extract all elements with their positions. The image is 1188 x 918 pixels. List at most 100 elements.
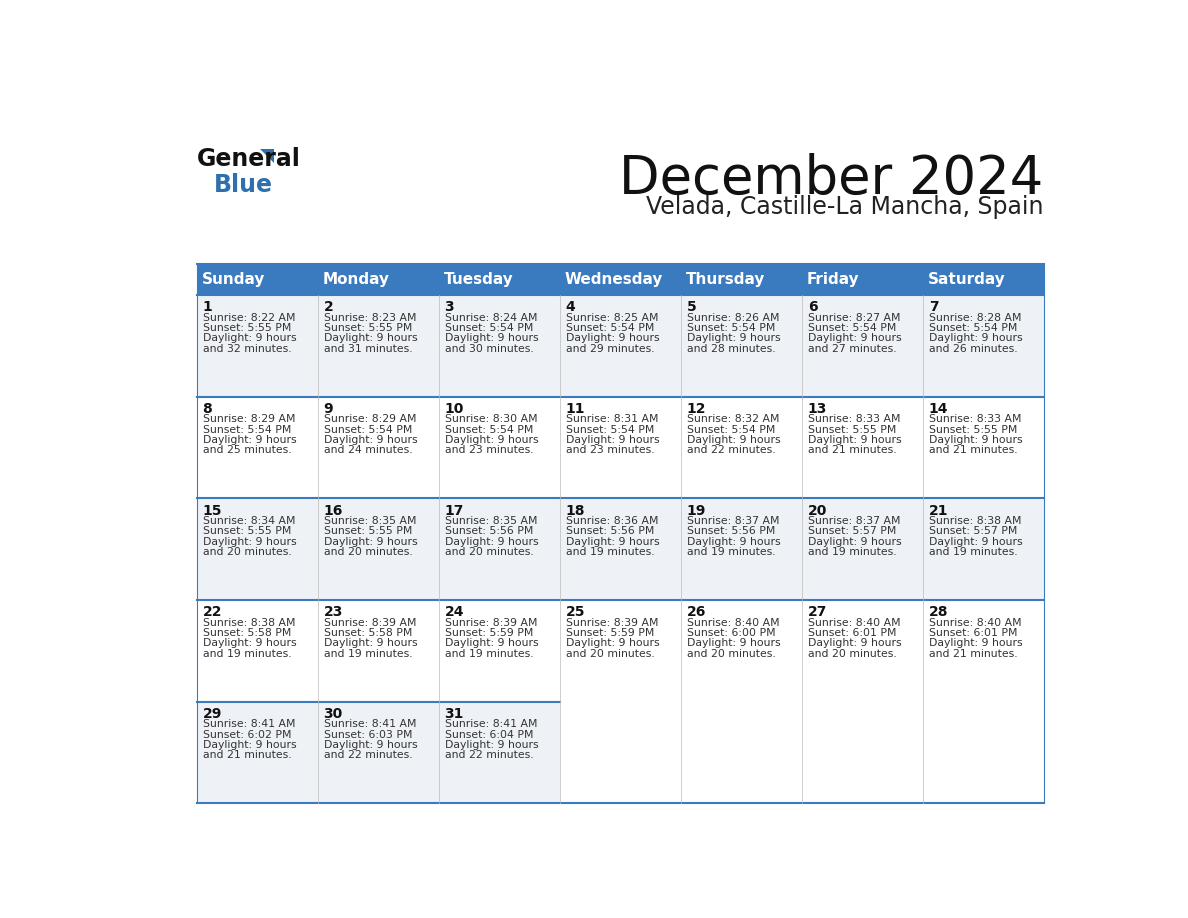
Text: 8: 8 [203, 402, 213, 416]
Bar [560, 264, 681, 295]
Bar [196, 498, 317, 599]
Text: Daylight: 9 hours: Daylight: 9 hours [687, 333, 781, 343]
Text: and 27 minutes.: and 27 minutes. [808, 344, 896, 353]
Text: Daylight: 9 hours: Daylight: 9 hours [929, 638, 1023, 648]
Text: 10: 10 [444, 402, 465, 416]
Text: and 19 minutes.: and 19 minutes. [444, 649, 533, 659]
Text: 25: 25 [565, 605, 586, 620]
Text: Sunset: 5:58 PM: Sunset: 5:58 PM [323, 628, 412, 638]
Bar [681, 498, 802, 599]
Text: Sunrise: 8:27 AM: Sunrise: 8:27 AM [808, 313, 901, 322]
Text: Daylight: 9 hours: Daylight: 9 hours [929, 435, 1023, 445]
Text: Sunrise: 8:41 AM: Sunrise: 8:41 AM [203, 719, 295, 729]
Text: and 19 minutes.: and 19 minutes. [687, 547, 776, 557]
Text: Sunset: 5:58 PM: Sunset: 5:58 PM [203, 628, 291, 638]
Text: Tuesday: Tuesday [443, 272, 513, 287]
Text: Sunset: 6:01 PM: Sunset: 6:01 PM [929, 628, 1017, 638]
Text: Monday: Monday [322, 272, 390, 287]
Text: Daylight: 9 hours: Daylight: 9 hours [203, 638, 296, 648]
Bar [802, 295, 923, 397]
Text: Sunrise: 8:31 AM: Sunrise: 8:31 AM [565, 414, 658, 424]
Text: Daylight: 9 hours: Daylight: 9 hours [444, 435, 538, 445]
Text: Daylight: 9 hours: Daylight: 9 hours [323, 537, 417, 547]
Text: Daylight: 9 hours: Daylight: 9 hours [203, 333, 296, 343]
Text: Sunset: 5:55 PM: Sunset: 5:55 PM [929, 425, 1017, 435]
Text: 12: 12 [687, 402, 706, 416]
Text: 26: 26 [687, 605, 706, 620]
Text: December 2024: December 2024 [619, 152, 1043, 205]
Text: and 19 minutes.: and 19 minutes. [203, 649, 291, 659]
Bar [196, 701, 317, 803]
Text: 31: 31 [444, 707, 465, 721]
Text: Saturday: Saturday [928, 272, 1005, 287]
Bar [681, 599, 802, 701]
Bar [196, 295, 317, 397]
Text: Sunset: 6:00 PM: Sunset: 6:00 PM [687, 628, 776, 638]
Text: 1: 1 [203, 300, 213, 314]
Text: and 20 minutes.: and 20 minutes. [687, 649, 776, 659]
Text: Sunrise: 8:23 AM: Sunrise: 8:23 AM [323, 313, 416, 322]
Text: Sunset: 5:54 PM: Sunset: 5:54 PM [203, 425, 291, 435]
Text: Sunset: 5:55 PM: Sunset: 5:55 PM [323, 323, 412, 333]
Text: Sunset: 5:54 PM: Sunset: 5:54 PM [687, 323, 775, 333]
Bar [802, 599, 923, 701]
Text: Daylight: 9 hours: Daylight: 9 hours [444, 740, 538, 750]
Text: Daylight: 9 hours: Daylight: 9 hours [565, 435, 659, 445]
Text: Sunset: 6:03 PM: Sunset: 6:03 PM [323, 730, 412, 740]
Text: and 22 minutes.: and 22 minutes. [687, 445, 776, 455]
Text: Sunrise: 8:25 AM: Sunrise: 8:25 AM [565, 313, 658, 322]
Text: and 21 minutes.: and 21 minutes. [929, 445, 1017, 455]
Text: Daylight: 9 hours: Daylight: 9 hours [444, 333, 538, 343]
Text: Sunrise: 8:40 AM: Sunrise: 8:40 AM [808, 618, 901, 628]
Text: Sunrise: 8:36 AM: Sunrise: 8:36 AM [565, 516, 658, 526]
Text: Sunset: 5:56 PM: Sunset: 5:56 PM [444, 526, 533, 536]
Bar [438, 599, 560, 701]
Text: 27: 27 [808, 605, 827, 620]
Text: 21: 21 [929, 504, 948, 518]
Text: Daylight: 9 hours: Daylight: 9 hours [444, 638, 538, 648]
Text: Daylight: 9 hours: Daylight: 9 hours [687, 537, 781, 547]
Text: Daylight: 9 hours: Daylight: 9 hours [687, 435, 781, 445]
Text: Sunrise: 8:37 AM: Sunrise: 8:37 AM [808, 516, 901, 526]
Text: Sunset: 5:54 PM: Sunset: 5:54 PM [565, 323, 655, 333]
Text: Sunrise: 8:38 AM: Sunrise: 8:38 AM [203, 618, 295, 628]
Text: Sunset: 6:04 PM: Sunset: 6:04 PM [444, 730, 533, 740]
Bar [438, 295, 560, 397]
Text: and 20 minutes.: and 20 minutes. [203, 547, 291, 557]
Text: 7: 7 [929, 300, 939, 314]
Bar [923, 599, 1043, 701]
Text: Sunrise: 8:35 AM: Sunrise: 8:35 AM [323, 516, 416, 526]
Text: Sunset: 5:56 PM: Sunset: 5:56 PM [687, 526, 775, 536]
Text: Sunset: 5:55 PM: Sunset: 5:55 PM [808, 425, 896, 435]
Text: Sunrise: 8:39 AM: Sunrise: 8:39 AM [565, 618, 658, 628]
Text: Thursday: Thursday [685, 272, 765, 287]
Text: Sunrise: 8:34 AM: Sunrise: 8:34 AM [203, 516, 295, 526]
Text: Daylight: 9 hours: Daylight: 9 hours [444, 537, 538, 547]
Bar [317, 498, 438, 599]
Text: Wednesday: Wednesday [564, 272, 663, 287]
Text: 28: 28 [929, 605, 948, 620]
Text: and 21 minutes.: and 21 minutes. [203, 750, 291, 760]
Text: Sunset: 5:55 PM: Sunset: 5:55 PM [323, 526, 412, 536]
Bar [560, 397, 681, 498]
Text: 20: 20 [808, 504, 827, 518]
Text: Daylight: 9 hours: Daylight: 9 hours [203, 537, 296, 547]
Text: Sunrise: 8:33 AM: Sunrise: 8:33 AM [808, 414, 901, 424]
Text: Velada, Castille-La Mancha, Spain: Velada, Castille-La Mancha, Spain [646, 195, 1043, 218]
Text: and 26 minutes.: and 26 minutes. [929, 344, 1017, 353]
Polygon shape [260, 149, 274, 162]
Text: 6: 6 [808, 300, 817, 314]
Text: 15: 15 [203, 504, 222, 518]
Text: Daylight: 9 hours: Daylight: 9 hours [323, 333, 417, 343]
Text: Daylight: 9 hours: Daylight: 9 hours [565, 638, 659, 648]
Text: Sunset: 5:59 PM: Sunset: 5:59 PM [565, 628, 655, 638]
Bar [196, 397, 317, 498]
Text: Sunset: 5:56 PM: Sunset: 5:56 PM [565, 526, 655, 536]
Text: and 32 minutes.: and 32 minutes. [203, 344, 291, 353]
Text: 14: 14 [929, 402, 948, 416]
Bar [438, 701, 560, 803]
Text: and 20 minutes.: and 20 minutes. [808, 649, 897, 659]
Text: and 20 minutes.: and 20 minutes. [323, 547, 412, 557]
Text: Daylight: 9 hours: Daylight: 9 hours [808, 638, 902, 648]
Text: and 19 minutes.: and 19 minutes. [565, 547, 655, 557]
